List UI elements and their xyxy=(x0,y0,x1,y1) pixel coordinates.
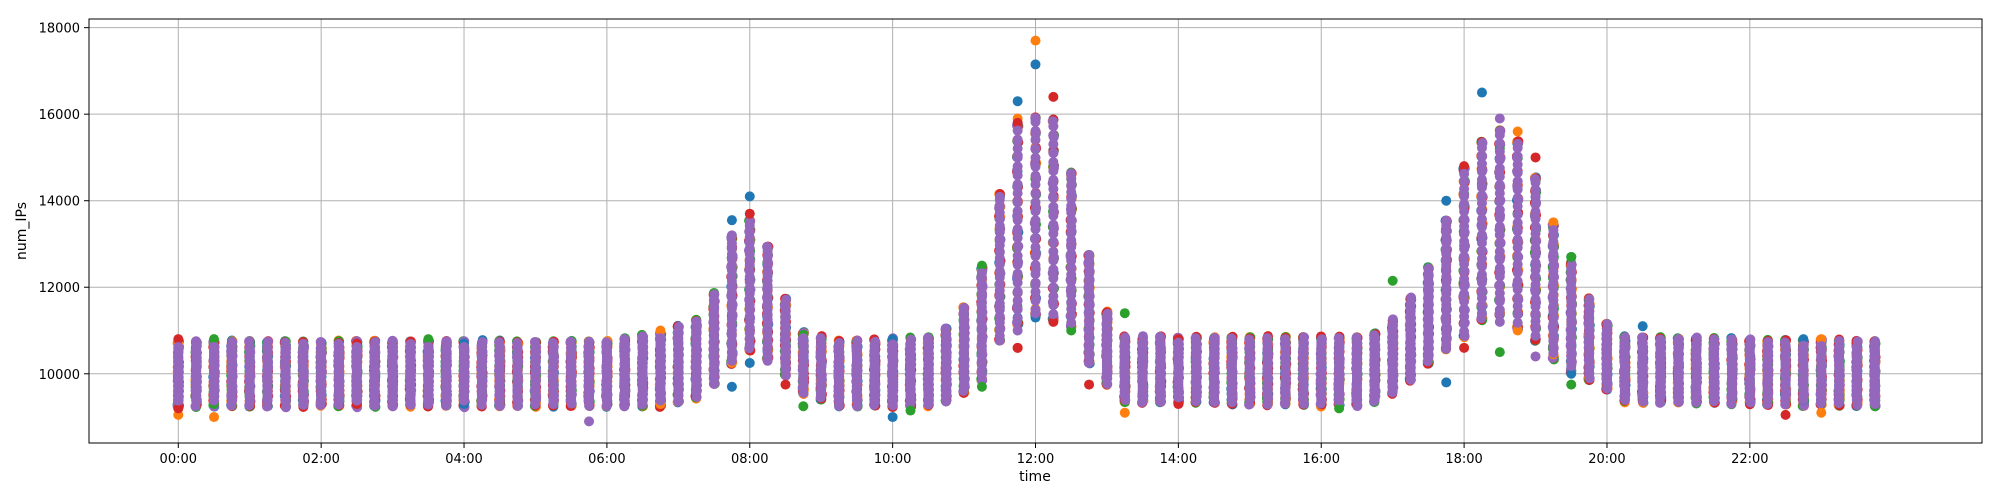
marks-layer xyxy=(172,35,1881,427)
